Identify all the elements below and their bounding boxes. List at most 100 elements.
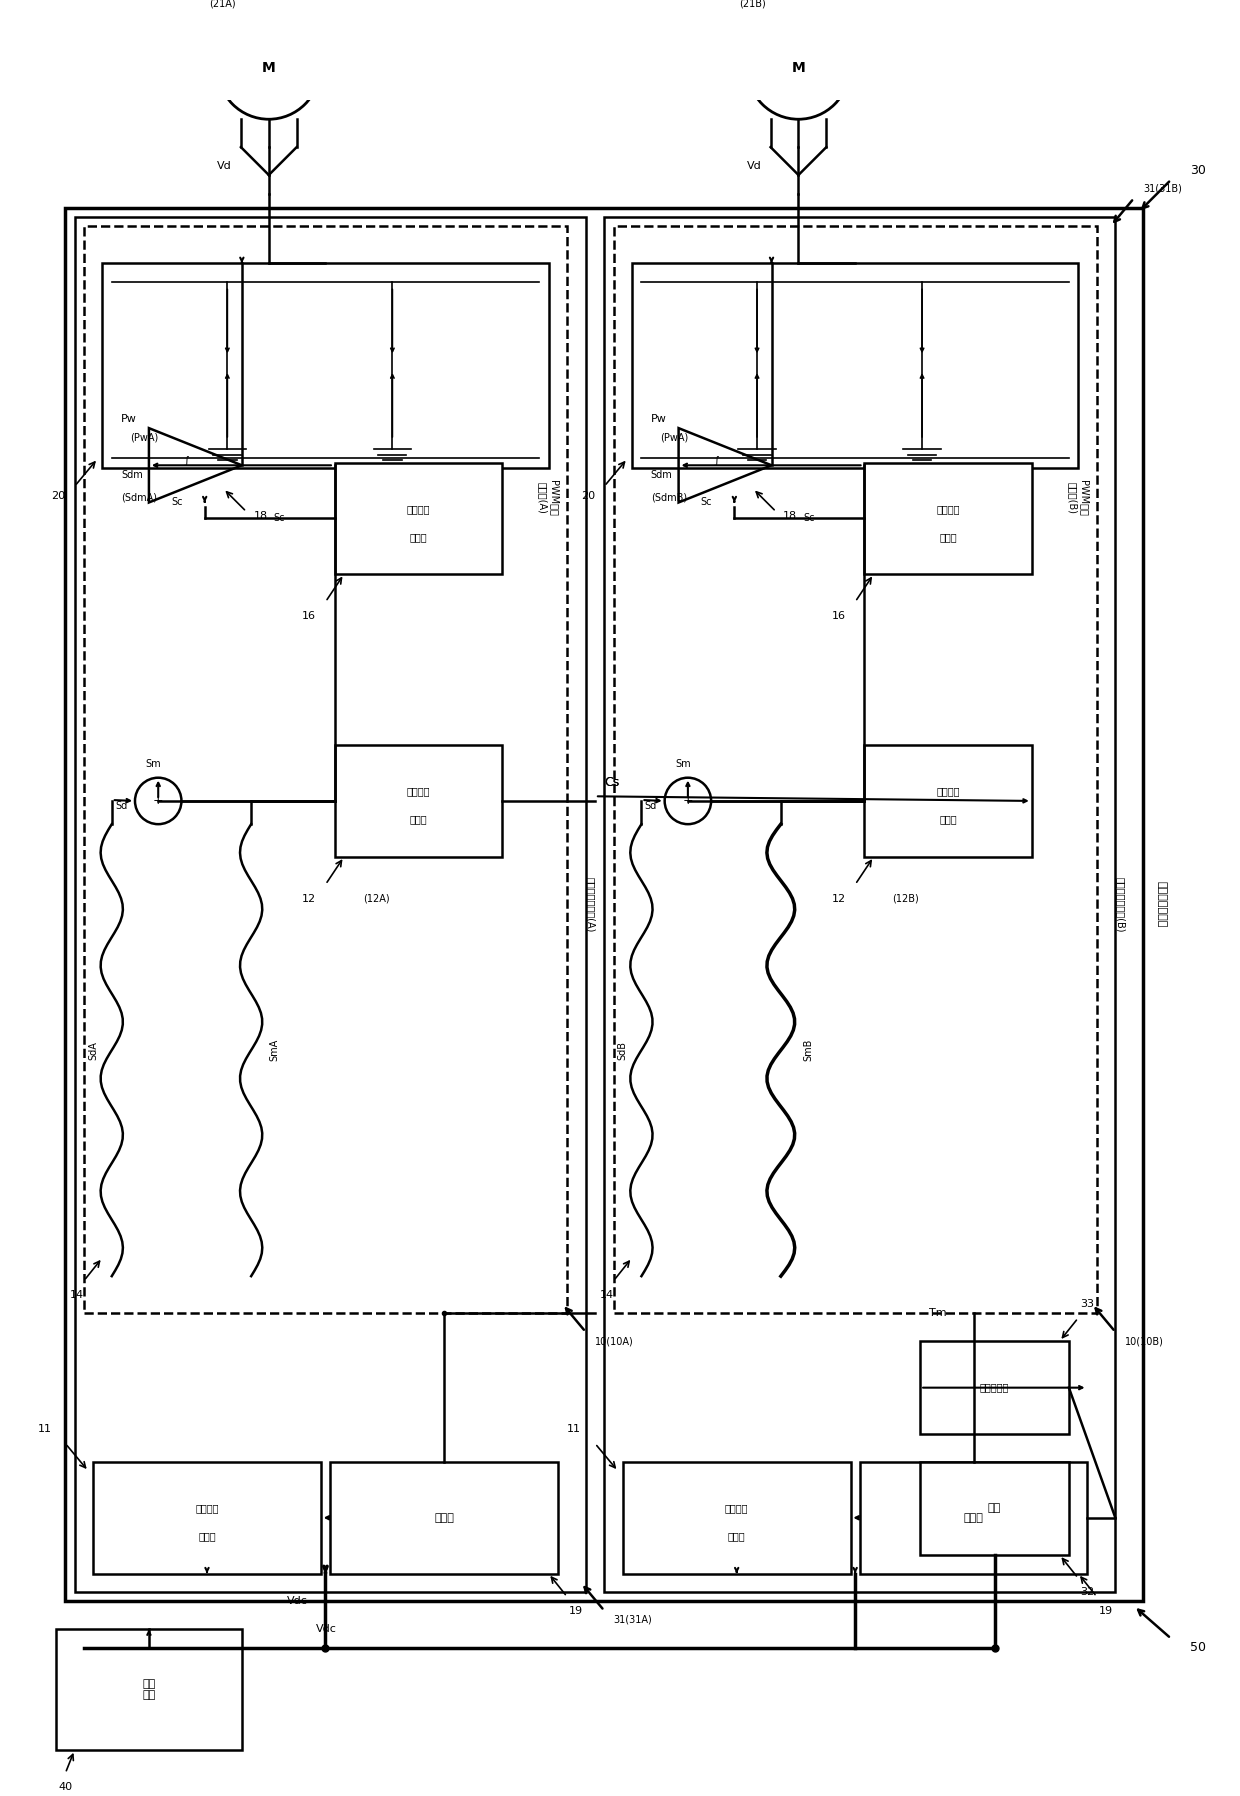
Text: Vd: Vd [217, 160, 232, 171]
Text: Pw: Pw [651, 413, 667, 424]
Text: (PwA): (PwA) [130, 433, 159, 442]
Bar [84, 226, 567, 1313]
Text: 18: 18 [253, 512, 268, 521]
Bar [103, 264, 548, 467]
Text: 10(10A): 10(10A) [595, 1336, 634, 1347]
Text: 31(31B): 31(31B) [1143, 183, 1182, 194]
Text: 14: 14 [600, 1290, 614, 1300]
Bar [632, 264, 1078, 467]
Bar [604, 217, 1115, 1591]
Text: (SdmA): (SdmA) [122, 492, 157, 503]
Text: 19: 19 [569, 1606, 584, 1616]
Text: Sdm: Sdm [651, 469, 672, 480]
Text: Pw: Pw [122, 413, 136, 424]
Bar [920, 1462, 1069, 1555]
Text: 16: 16 [832, 611, 846, 621]
Text: +: + [153, 794, 164, 808]
Text: (21B): (21B) [739, 0, 765, 9]
Text: 11: 11 [567, 1424, 582, 1435]
Text: Sc: Sc [171, 497, 182, 508]
Text: 生成部: 生成部 [939, 815, 957, 824]
Text: 32: 32 [1080, 1588, 1095, 1597]
Text: 电动机控制单元(A): 电动机控制单元(A) [585, 876, 595, 932]
Text: Sc: Sc [701, 497, 712, 508]
Text: Sc: Sc [804, 514, 815, 523]
Bar [56, 1629, 242, 1749]
Text: (SdmB): (SdmB) [651, 492, 687, 503]
Text: 定时生成部: 定时生成部 [980, 1383, 1009, 1392]
Text: 31(31A): 31(31A) [614, 1615, 652, 1625]
Text: SmA: SmA [269, 1040, 279, 1061]
Text: M: M [262, 61, 275, 75]
Text: 20: 20 [580, 490, 595, 501]
Text: 载波信号: 载波信号 [407, 505, 430, 514]
Text: 上级
装置: 上级 装置 [143, 1679, 155, 1701]
Text: 指令信号: 指令信号 [725, 1503, 749, 1514]
Text: 30: 30 [1189, 163, 1205, 176]
Text: (12B): (12B) [893, 893, 919, 903]
Text: SmB: SmB [804, 1038, 813, 1061]
Text: 生成部: 生成部 [728, 1532, 745, 1541]
Bar [335, 463, 502, 575]
Text: Sm: Sm [676, 758, 691, 769]
Text: Vdc: Vdc [316, 1624, 337, 1634]
Text: 10(10B): 10(10B) [1125, 1336, 1163, 1347]
Text: 生成部: 生成部 [939, 532, 957, 542]
Text: 控制部: 控制部 [434, 1512, 454, 1523]
Text: 重叠信号: 重叠信号 [407, 787, 430, 797]
Bar [330, 1462, 558, 1573]
Text: 控制部: 控制部 [963, 1512, 983, 1523]
Text: 50: 50 [1189, 1642, 1205, 1654]
Text: (21A): (21A) [210, 0, 236, 9]
Text: Cs: Cs [604, 776, 620, 788]
Text: 生成部: 生成部 [409, 815, 428, 824]
Text: Sc: Sc [273, 514, 285, 523]
Bar [622, 1462, 851, 1573]
Text: 电源: 电源 [988, 1503, 1001, 1514]
Text: 33: 33 [1080, 1299, 1095, 1309]
Text: Cs: Cs [604, 776, 620, 788]
Text: PWM信号
生成部(B): PWM信号 生成部(B) [1068, 480, 1089, 515]
Text: 11: 11 [37, 1424, 51, 1435]
Text: 载波信号: 载波信号 [936, 505, 960, 514]
Bar [66, 208, 1143, 1602]
Bar [920, 1342, 1069, 1435]
Text: Sm: Sm [146, 758, 161, 769]
Text: Sd: Sd [115, 801, 128, 810]
Text: 电动机控制单元(B): 电动机控制单元(B) [1115, 876, 1125, 932]
Text: 14: 14 [69, 1290, 84, 1300]
Text: 18: 18 [782, 512, 797, 521]
Text: Sdm: Sdm [122, 469, 143, 480]
Text: M: M [791, 61, 805, 75]
Text: SdB: SdB [618, 1040, 627, 1060]
Text: 12: 12 [303, 893, 316, 903]
Text: ∫: ∫ [713, 456, 719, 465]
Text: 12: 12 [832, 893, 846, 903]
Text: ∫: ∫ [184, 456, 188, 465]
Text: 电动机控制装置: 电动机控制装置 [1157, 882, 1167, 929]
Text: SdA: SdA [88, 1040, 98, 1060]
Text: 19: 19 [1099, 1606, 1114, 1616]
Text: Sd: Sd [645, 801, 657, 810]
Bar [864, 463, 1032, 575]
Bar [614, 226, 1096, 1313]
Bar [859, 1462, 1087, 1573]
Text: 20: 20 [51, 490, 66, 501]
Text: (12A): (12A) [362, 893, 389, 903]
Text: PWM信号
生成部(A): PWM信号 生成部(A) [538, 480, 559, 515]
Text: 重叠信号: 重叠信号 [936, 787, 960, 797]
Bar [74, 217, 585, 1591]
Text: (PwA): (PwA) [660, 433, 688, 442]
Text: 指令信号: 指令信号 [195, 1503, 218, 1514]
Text: +: + [682, 794, 693, 808]
Text: Tm: Tm [930, 1307, 947, 1318]
Text: Vdc: Vdc [288, 1597, 308, 1606]
Text: Vd: Vd [746, 160, 761, 171]
Bar [93, 1462, 321, 1573]
Bar [864, 745, 1032, 857]
Text: 16: 16 [303, 611, 316, 621]
Bar [335, 745, 502, 857]
Text: 生成部: 生成部 [409, 532, 428, 542]
Text: 生成部: 生成部 [198, 1532, 216, 1541]
Text: 40: 40 [58, 1782, 72, 1792]
